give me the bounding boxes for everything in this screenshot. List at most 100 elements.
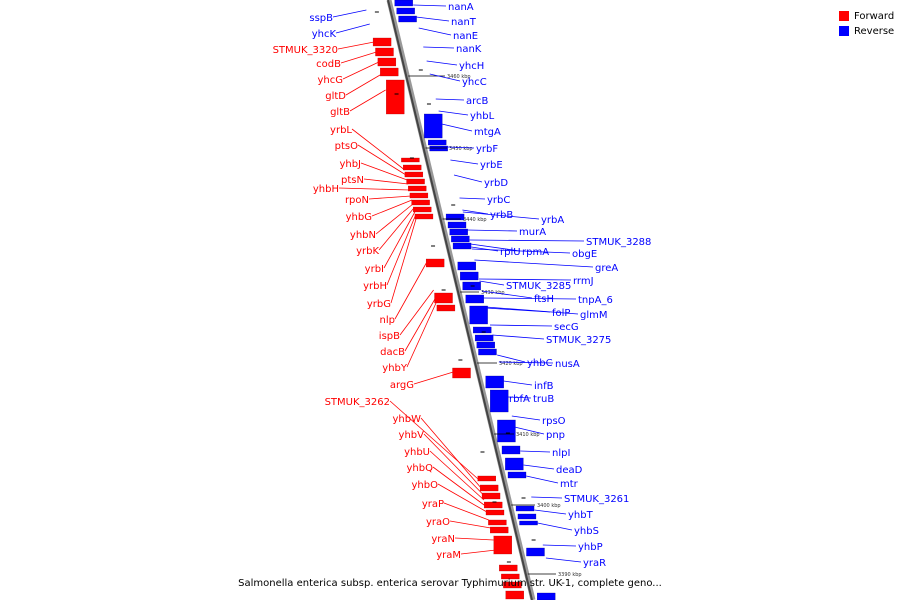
forward-gene-label: nlp [380, 315, 395, 326]
reverse-gene-leader [485, 306, 579, 315]
reverse-gene-label: obgE [572, 249, 597, 260]
reverse-gene-label: nanA [448, 2, 474, 13]
forward-gene-block [380, 67, 399, 77]
reverse-gene-label: folP [552, 308, 570, 319]
forward-gene-leader [371, 199, 413, 217]
reverse-gene-label: pnp [546, 430, 565, 441]
reverse-gene-block [519, 520, 538, 526]
forward-gene-leader [389, 400, 480, 481]
reverse-gene-leader [459, 197, 486, 200]
forward-gene-leader [349, 89, 386, 112]
legend-forward-label: Forward [854, 10, 895, 22]
reverse-gene-label: secG [554, 322, 579, 333]
forward-gene-block [503, 581, 522, 589]
forward-gene-block [408, 185, 427, 192]
forward-swatch [839, 11, 849, 21]
forward-gene-leader [404, 297, 436, 352]
reverse-gene-label: tnpA_6 [578, 295, 613, 306]
reverse-gene-leader [450, 159, 479, 165]
forward-gene-label: yrbH [363, 281, 387, 292]
reverse-gene-label: yhcC [462, 77, 487, 88]
reverse-gene-label: nusA [555, 359, 580, 370]
reverse-gene-leader [429, 73, 461, 82]
legend-reverse: Reverse [839, 25, 894, 37]
reverse-gene-leader [418, 27, 452, 36]
map-caption: Salmonella enterica subsp. enterica sero… [238, 578, 662, 589]
forward-gene-block [425, 258, 445, 268]
reverse-gene-leader [483, 297, 577, 300]
reverse-gene-block [452, 242, 472, 250]
forward-gene-label: yhbG [346, 212, 372, 223]
forward-gene-label: gltD [325, 91, 346, 102]
forward-gene-block [406, 178, 425, 185]
reverse-gene-block [473, 326, 492, 334]
reverse-gene-block [485, 375, 504, 389]
reverse-gene-leader [435, 98, 465, 101]
reverse-gene-label: yraR [583, 558, 606, 569]
forward-gene-label: yhbU [404, 447, 430, 458]
reverse-gene-leader [511, 415, 541, 421]
forward-gene-block [386, 79, 405, 115]
reverse-gene-label: STMUK_3285 [506, 281, 571, 292]
forward-gene-label: yrbK [356, 246, 379, 257]
forward-gene-block [436, 304, 456, 312]
reverse-gene-leader [471, 246, 499, 252]
reverse-swatch [839, 26, 849, 36]
reverse-gene-label: yrbD [484, 178, 508, 189]
reverse-gene-block [428, 139, 447, 146]
reverse-gene-block [457, 261, 476, 271]
forward-gene-leader [345, 73, 382, 96]
forward-gene-leader [378, 207, 415, 251]
reverse-gene-leader [462, 211, 540, 220]
reverse-gene-block [396, 7, 415, 15]
forward-gene-leader [338, 187, 410, 191]
reverse-gene-leader [467, 229, 518, 232]
forward-gene-block [411, 199, 430, 206]
scale-label: 3460 kbp [447, 74, 471, 80]
reverse-gene-leader [537, 522, 573, 531]
reverse-gene-leader [479, 280, 505, 286]
forward-gene-block [499, 564, 518, 572]
forward-gene-block [485, 509, 505, 516]
reverse-gene-block [497, 419, 516, 443]
reverse-gene-leader [514, 426, 545, 435]
reverse-gene-label: rbfA [509, 394, 530, 405]
legend-forward: Forward [839, 10, 894, 22]
reverse-gene-block [476, 341, 495, 349]
reverse-gene-block [449, 228, 468, 236]
reverse-gene-leader [426, 60, 458, 66]
reverse-gene-label: yrbA [541, 215, 564, 226]
forward-gene-label: yraO [426, 517, 450, 528]
forward-gene-leader [340, 51, 377, 64]
reverse-gene-label: nlpI [552, 448, 570, 459]
reverse-gene-block [451, 235, 470, 243]
reverse-gene-leader [523, 464, 555, 470]
forward-gene-leader [390, 217, 417, 304]
reverse-gene-block [515, 505, 535, 512]
forward-gene-leader [399, 289, 434, 336]
forward-gene-label: yhbW [393, 414, 422, 425]
forward-gene-block [452, 367, 471, 379]
forward-gene-leader [437, 483, 488, 513]
forward-gene-block [377, 57, 397, 67]
reverse-gene-leader [520, 450, 551, 453]
reverse-gene-block [501, 445, 521, 455]
reverse-gene-label: nanT [451, 17, 477, 28]
reverse-gene-label: murA [519, 227, 546, 238]
forward-gene-leader [332, 9, 367, 18]
reverse-gene-leader [423, 46, 455, 49]
reverse-gene-leader [471, 248, 571, 254]
reverse-gene-leader [447, 146, 475, 149]
forward-gene-block [409, 192, 429, 199]
reverse-gene-block [505, 457, 524, 471]
reverse-gene-leader [416, 16, 450, 22]
reverse-gene-label: rrmJ [573, 276, 594, 287]
reverse-gene-label: glmM [580, 310, 608, 321]
reverse-gene-leader [438, 110, 469, 116]
forward-gene-leader [360, 162, 408, 181]
scale-label: 3430 kbp [481, 290, 505, 296]
reverse-gene-label: mtgA [474, 127, 501, 138]
reverse-gene-leader [497, 354, 526, 363]
reverse-gene-leader [469, 239, 585, 242]
reverse-gene-block [517, 513, 537, 520]
